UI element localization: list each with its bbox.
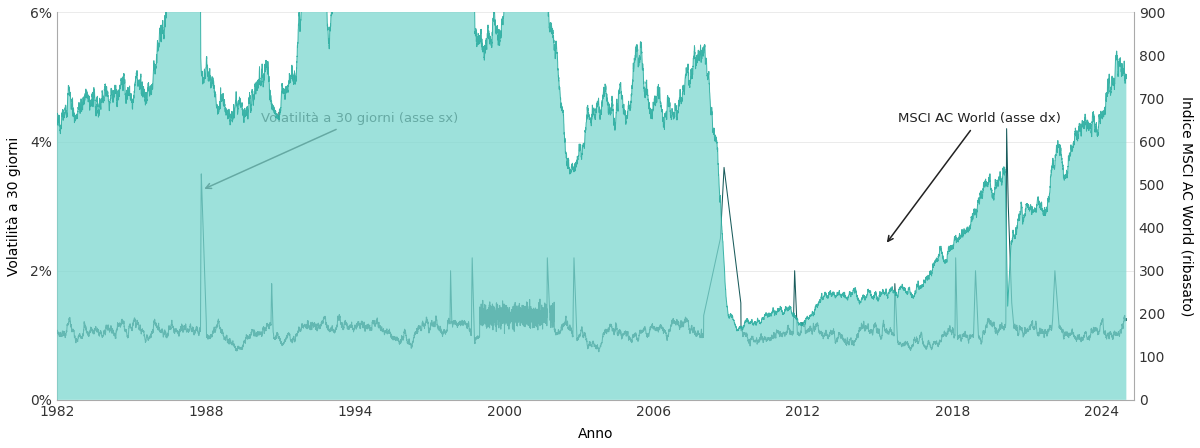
Text: MSCI AC World (asse dx): MSCI AC World (asse dx) (888, 112, 1061, 241)
X-axis label: Anno: Anno (577, 427, 613, 441)
Y-axis label: Indice MSCI AC World (ribasato): Indice MSCI AC World (ribasato) (1180, 96, 1193, 316)
Text: Volatilità a 30 giorni (asse sx): Volatilità a 30 giorni (asse sx) (205, 112, 458, 189)
Y-axis label: Volatilità a 30 giorni: Volatilità a 30 giorni (7, 137, 22, 276)
